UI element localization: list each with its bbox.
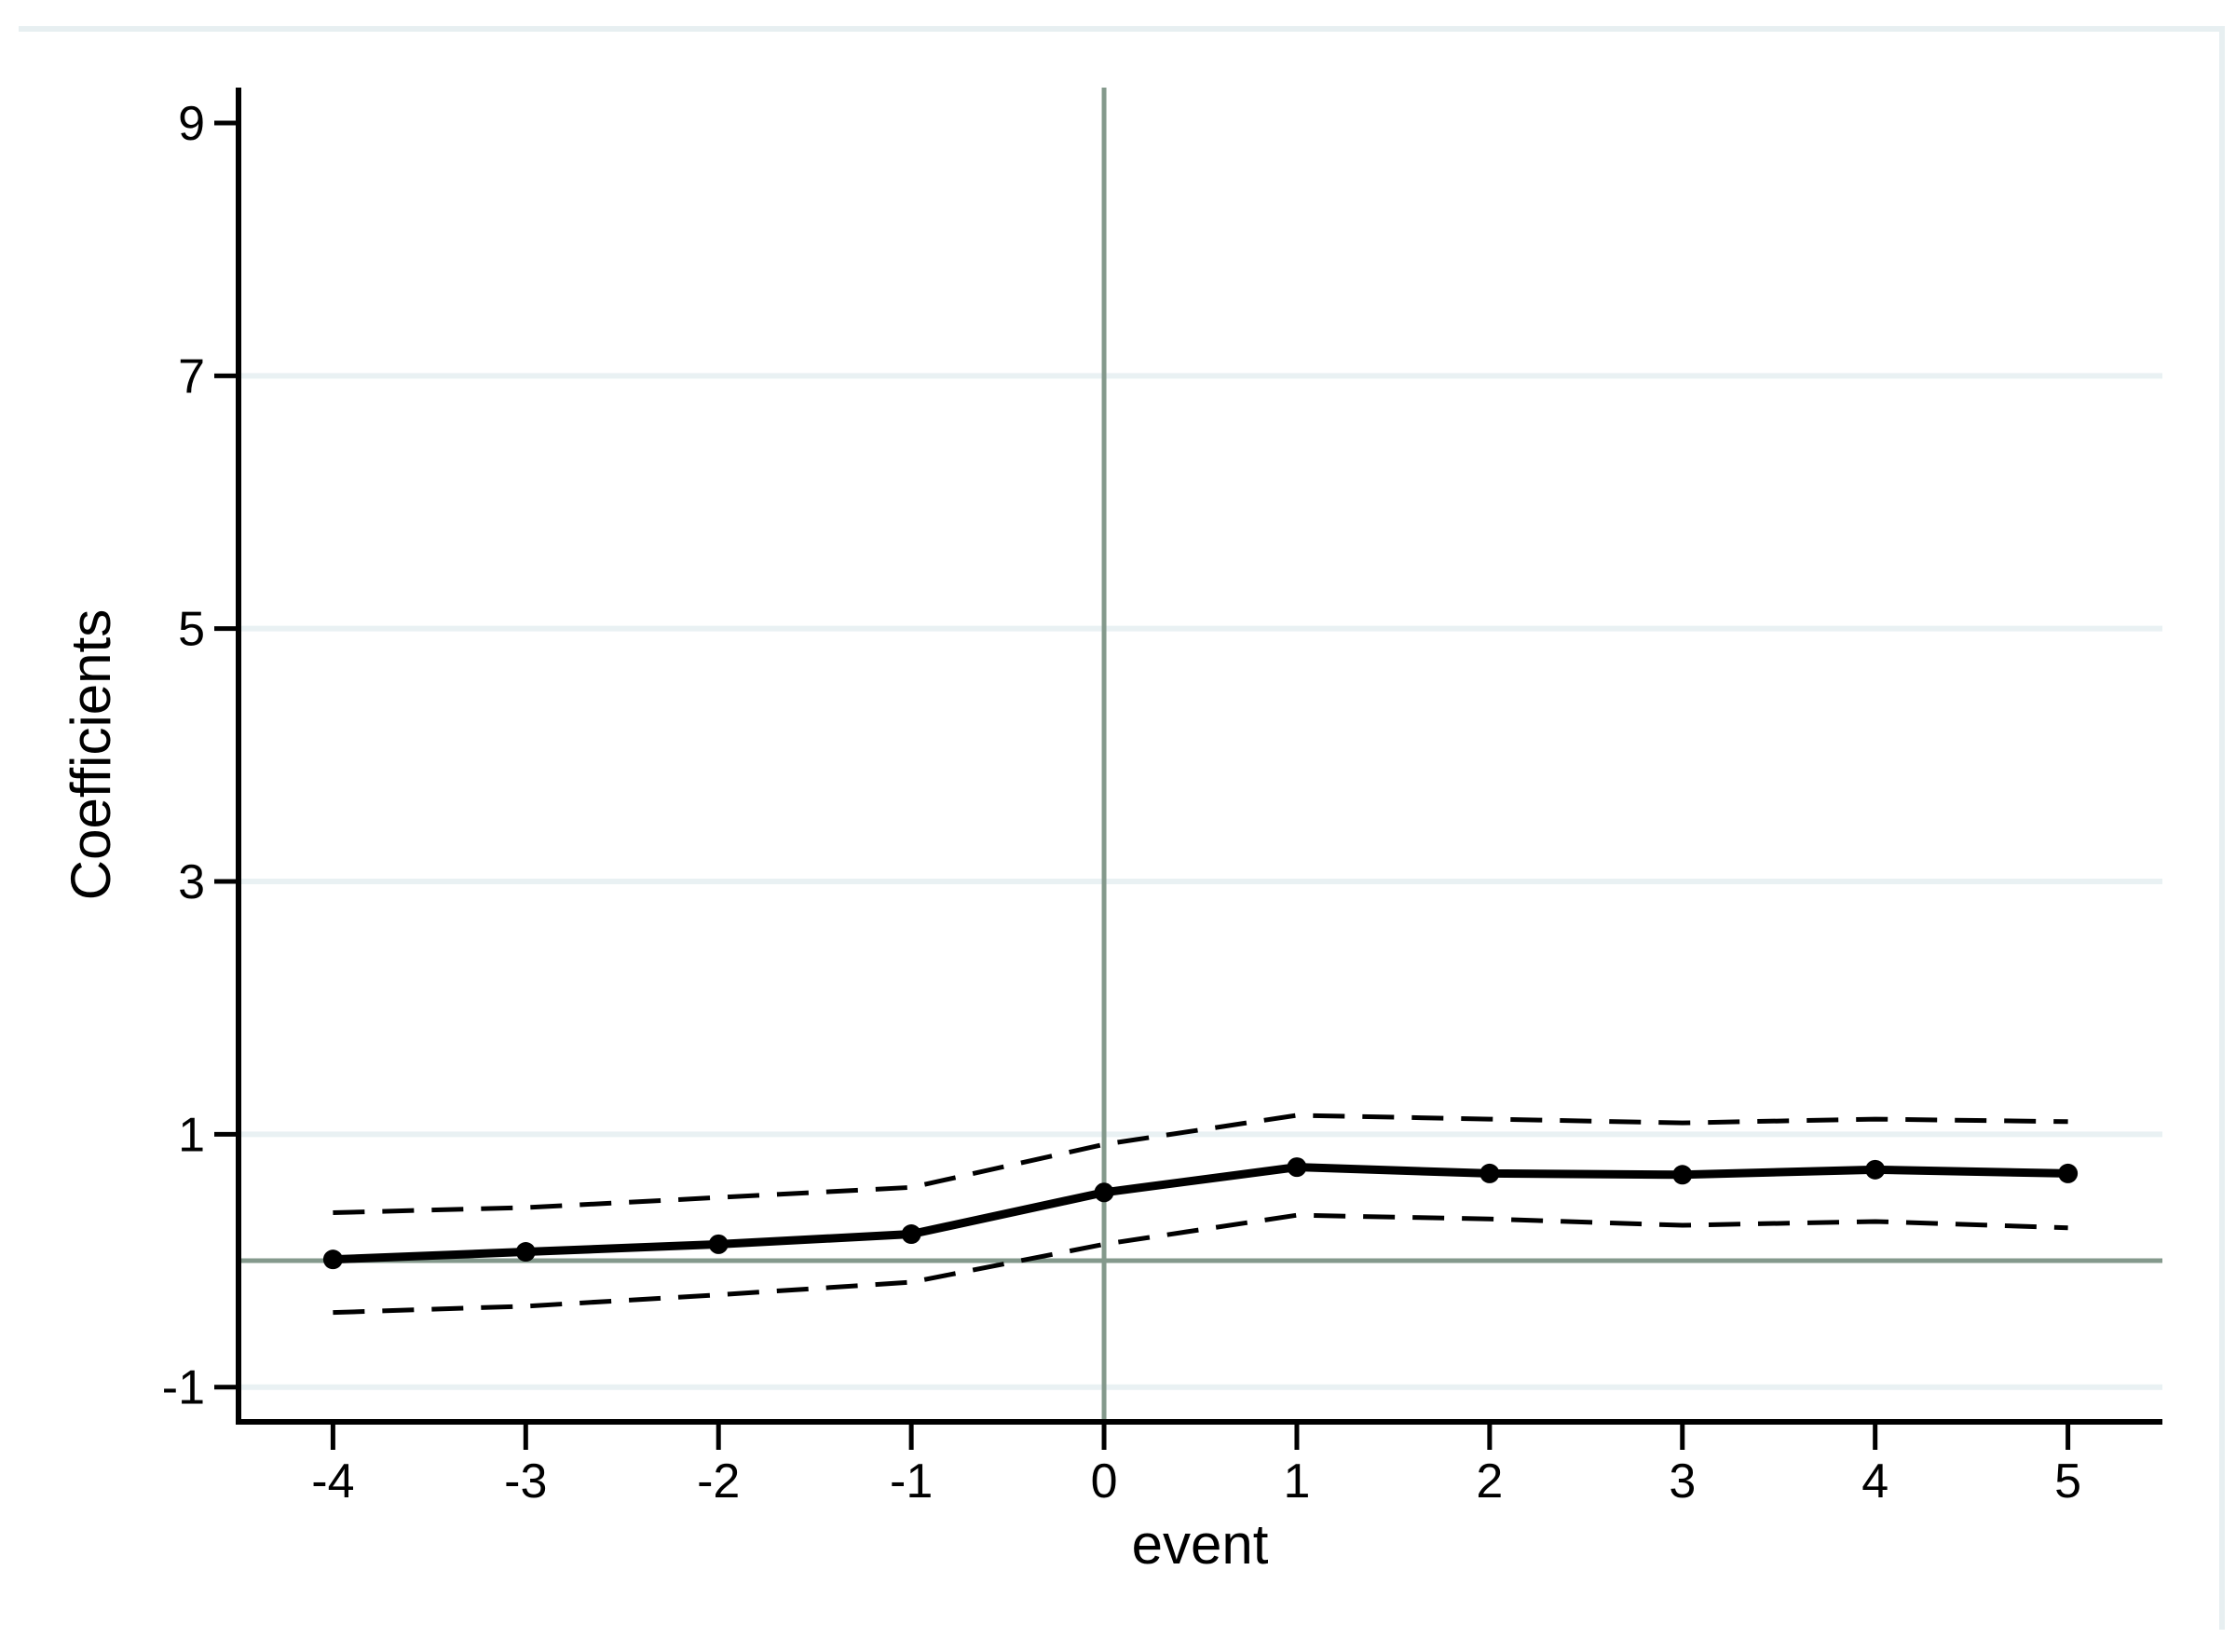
x-tick-label: 1: [1283, 1454, 1310, 1509]
ci-lower-line: [333, 1212, 2068, 1316]
y-axis-title: Coefficients: [60, 609, 122, 900]
x-tick-label: -2: [697, 1454, 740, 1509]
x-tick-label: 5: [2054, 1454, 2081, 1509]
data-point-marker: [1672, 1165, 1693, 1185]
data-series: [322, 1113, 2079, 1316]
data-point-marker: [322, 1249, 343, 1270]
coefficients-line: [333, 1163, 2068, 1264]
axes: [214, 88, 2162, 1450]
data-point-marker: [515, 1242, 536, 1263]
region-border-line: [19, 26, 2225, 1630]
data-point-marker: [1865, 1159, 1886, 1180]
data-point-marker: [1287, 1157, 1307, 1178]
y-tick-label: -1: [162, 1361, 205, 1415]
data-point-marker: [1479, 1163, 1500, 1183]
y-tick-label: 7: [178, 349, 205, 403]
gridlines: [239, 373, 2162, 1390]
x-tick-label: 2: [1476, 1454, 1503, 1509]
x-tick-label: -1: [890, 1454, 933, 1509]
x-axis-title: event: [1132, 1513, 1269, 1576]
x-tick-label: 3: [1669, 1454, 1696, 1509]
data-point-marker: [1094, 1182, 1114, 1203]
data-point-marker: [2058, 1163, 2079, 1183]
x-tick-label: 4: [1861, 1454, 1888, 1509]
ci-upper-line: [333, 1113, 2068, 1215]
graph-region-border: [19, 26, 2225, 1630]
y-tick-label: 5: [178, 603, 205, 657]
x-tick-label: 0: [1091, 1454, 1118, 1509]
data-point-marker: [708, 1234, 729, 1254]
x-tick-label: -4: [311, 1454, 354, 1509]
y-tick-label: 9: [178, 97, 205, 151]
y-tick-label: 3: [178, 855, 205, 909]
tick-labels: -1 1 3 5 7 9 -4 -3 -2 -1 0 1 2 3 4 5: [162, 97, 2081, 1509]
data-point-marker: [901, 1224, 921, 1245]
x-tick-label: -3: [504, 1454, 547, 1509]
y-tick-label: 1: [178, 1108, 205, 1162]
